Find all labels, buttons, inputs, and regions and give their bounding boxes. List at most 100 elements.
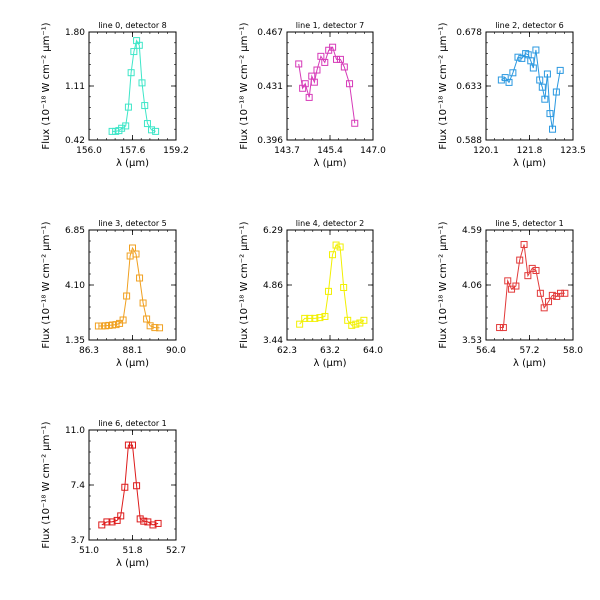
x-tick-label: 64.0 [363,346,383,356]
data-point [101,322,109,330]
y-tick-label: 0.633 [456,82,482,92]
chart-panel-2: line 2, detector 6 120.1 121.8 123.5 0.588 0.… [438,21,586,169]
y-axis-label: Flux (10⁻¹⁸ W cm⁻² μm⁻¹) [41,221,52,348]
series-line [101,444,159,526]
chart-title: line 1, detector 7 [296,21,365,30]
x-tick-label: 156.0 [76,146,102,156]
data-point [151,324,159,332]
data-point [129,244,136,252]
data-point [310,78,318,86]
data-point [538,83,546,91]
x-tick-label: 56.4 [476,346,496,356]
x-tick-label: 90.0 [166,346,186,356]
data-point [524,272,532,280]
data-point [329,251,337,259]
data-point [333,55,341,63]
data-point [501,74,509,82]
data-point [133,482,141,490]
chart-title: line 3, detector 5 [98,219,167,228]
data-point [336,55,344,63]
chart-title: line 5, detector 1 [495,219,564,228]
data-point [124,103,132,111]
x-tick-label: 120.1 [473,146,499,156]
data-point [340,63,348,71]
data-point [117,512,125,520]
data-point [124,441,132,449]
y-tick-label: 1.35 [65,336,85,346]
data-point [138,79,146,87]
data-point [552,88,560,96]
chart-title: line 4, detector 2 [296,219,365,228]
data-point [118,124,126,132]
data-point [504,277,512,285]
data-point [143,120,151,128]
series-line [501,49,561,130]
data-point [520,241,528,249]
plot-frame [485,229,574,341]
chart-panel-5: line 5, detector 1 56.4 57.2 58.0 3.53 4.06 4.… [438,219,583,369]
series-line [98,246,160,329]
data-point [505,78,513,86]
data-point [130,48,138,56]
data-point [496,324,504,332]
y-axis-label: Flux (10⁻¹⁸ W cm⁻² μm⁻¹) [239,221,250,348]
chart-title: line 6, detector 1 [98,419,167,428]
x-tick-label: 157.6 [120,146,146,156]
chart-panel-1: line 1, detector 7 143.7 145.4 147.0 0.396 0.… [239,21,386,169]
data-point [545,298,553,306]
x-axis-label: λ (μm) [116,158,149,169]
y-tick-label: 0.467 [257,28,283,38]
x-tick-label: 159.2 [163,146,189,156]
data-point [336,243,344,251]
y-tick-label: 0.396 [257,136,283,146]
data-point [348,321,356,329]
y-tick-label: 3.7 [71,536,85,546]
data-point [132,250,140,258]
y-axis-label: Flux (10⁻¹⁸ W cm⁻² μm⁻¹) [239,22,250,149]
chart-panel-6: line 6, detector 1 51.0 51.8 52.7 3.7 7.4 11.0… [41,419,186,569]
data-point [301,80,309,88]
data-point [113,516,121,524]
data-point [129,441,136,449]
data-point [123,292,131,300]
data-point [528,264,536,272]
y-axis-label: Flux (10⁻¹⁸ W cm⁻² μm⁻¹) [41,421,52,548]
data-point [311,314,319,322]
data-point [536,289,544,297]
data-point [532,46,540,54]
data-point [98,322,106,330]
y-tick-label: 1.80 [65,28,85,38]
data-point [295,60,303,68]
data-point [546,110,554,118]
data-point [122,122,130,130]
data-point [332,241,340,249]
data-point [556,66,564,74]
data-point [127,69,135,77]
data-point [540,304,548,312]
data-point [340,284,348,292]
data-point [112,321,120,329]
data-point [121,483,129,491]
data-point [148,126,156,134]
plot-frame [485,31,574,141]
data-point [514,53,522,61]
data-point [499,324,507,332]
y-tick-label: 0.678 [456,28,482,38]
x-tick-label: 51.8 [122,546,142,556]
data-point [556,289,564,297]
y-tick-label: 0.431 [257,82,283,92]
data-point [108,127,116,135]
x-tick-label: 58.0 [563,346,583,356]
x-tick-label: 145.4 [317,146,343,156]
data-point [301,314,309,322]
x-axis-label: λ (μm) [116,558,149,569]
data-point [313,66,321,74]
data-point [497,76,505,84]
chart-panel-4: line 4, detector 2 62.3 63.2 64.0 3.44 4.86 6.… [239,219,383,369]
data-point [316,314,324,322]
data-point [360,316,368,324]
data-point [296,320,304,328]
y-tick-label: 4.86 [263,281,283,291]
data-point [541,95,549,103]
